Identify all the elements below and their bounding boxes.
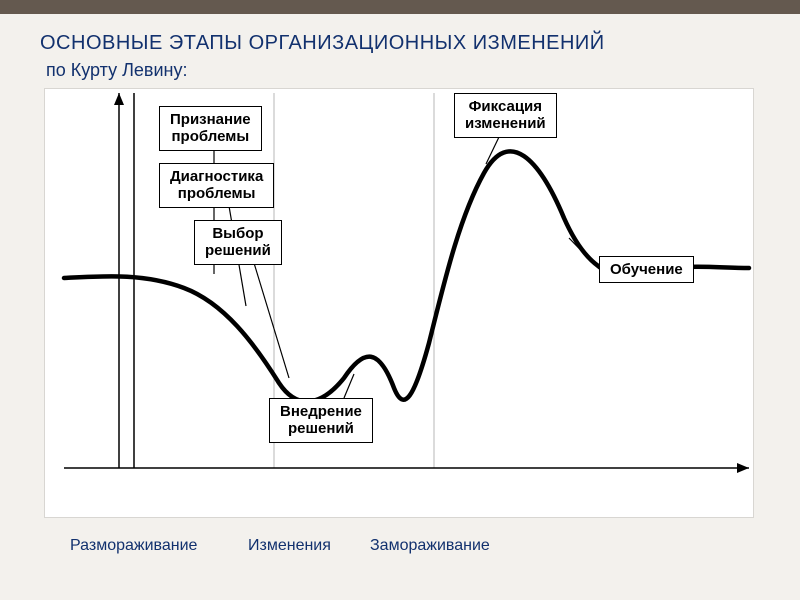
- phase-label-refreeze: Замораживание: [370, 537, 490, 555]
- stage-label-choice: Выбор решений: [194, 220, 282, 265]
- stage-label-fixation: Фиксация изменений: [454, 93, 557, 138]
- stage-label-diagnosis: Диагностика проблемы: [159, 163, 274, 208]
- slide: ОСНОВНЫЕ ЭТАПЫ ОРГАНИЗАЦИОННЫХ ИЗМЕНЕНИЙ…: [0, 0, 800, 600]
- phase-label-change: Изменения: [248, 537, 331, 555]
- stage-label-training: Обучение: [599, 256, 694, 283]
- stage-label-implement: Внедрение решений: [269, 398, 373, 443]
- change-curve-chart: [44, 88, 754, 518]
- page-title: ОСНОВНЫЕ ЭТАПЫ ОРГАНИЗАЦИОННЫХ ИЗМЕНЕНИЙ: [40, 32, 605, 55]
- stage-label-recognition: Признание проблемы: [159, 106, 262, 151]
- top-decoration-band: [0, 0, 800, 14]
- page-subtitle: по Курту Левину:: [46, 60, 188, 81]
- phase-label-unfreeze: Размораживание: [70, 537, 197, 555]
- chart-panel: Признание проблемы Диагностика проблемы Вы…: [44, 88, 754, 518]
